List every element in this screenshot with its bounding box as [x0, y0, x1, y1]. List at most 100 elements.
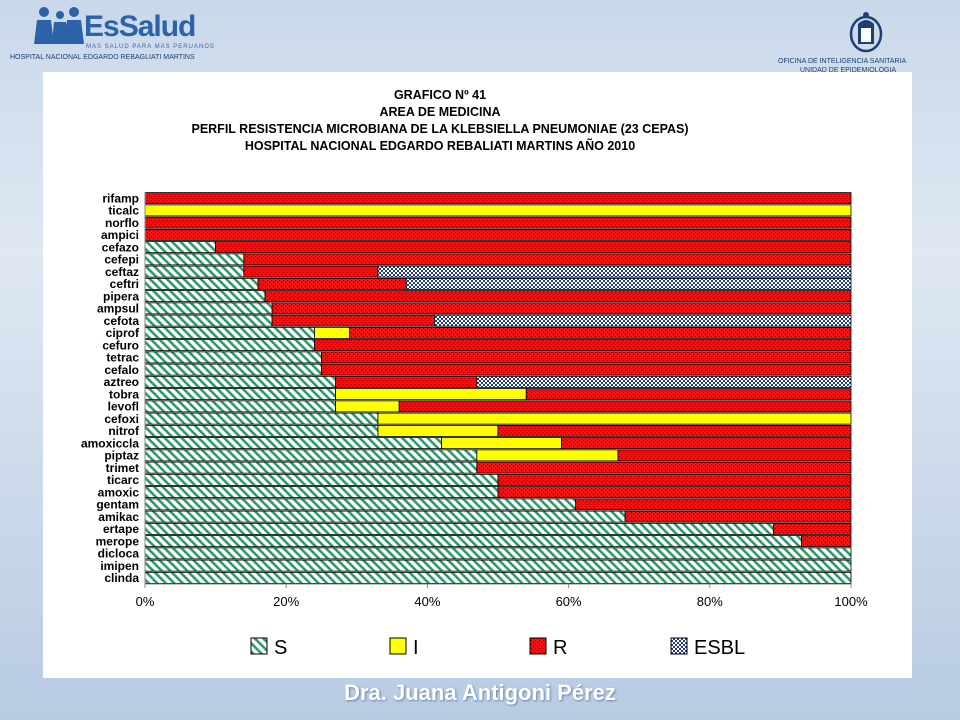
- bar-r-amoxic: [497, 486, 852, 499]
- bar-r-amoxiccla: [561, 437, 852, 450]
- y-tick-label: dicloca: [98, 547, 140, 561]
- bar-r-cefalo: [321, 363, 852, 376]
- chart-legend: S I R ESBL: [250, 637, 745, 659]
- office-sublabel: UNIDAD DE EPIDEMIOLOGIA: [800, 67, 897, 73]
- bar-s-amoxiccla: [144, 437, 442, 450]
- y-tick-label: cefalo: [104, 363, 139, 377]
- bar-r-tetrac: [321, 351, 852, 364]
- x-tick-label: 20%: [273, 594, 299, 609]
- bar-s-aztreo: [144, 375, 337, 388]
- y-tick-label: cefepi: [104, 253, 139, 267]
- y-tick-label: amoxiccla: [81, 436, 139, 450]
- bar-i-piptaz: [476, 449, 619, 462]
- y-tick-label: imipen: [100, 559, 139, 573]
- bar-s-piptaz: [144, 449, 478, 462]
- bar-r-cefepi: [243, 253, 852, 266]
- y-tick-label: nitrof: [108, 424, 140, 438]
- legend-swatch-r: [529, 637, 547, 655]
- bar-r-gentam: [575, 498, 852, 511]
- legend-swatch-i: [389, 637, 407, 655]
- y-tick-label: ticalc: [108, 204, 139, 218]
- bar-esbl-ceftaz: [377, 265, 852, 278]
- bar-r-rifamp: [144, 192, 852, 205]
- bar-s-amoxic: [144, 486, 499, 499]
- brand-tagline: MAS SALUD PARA MAS PERUANOS: [86, 44, 215, 50]
- office-label: OFICINA DE INTELIGENCIA SANITARIA: [778, 58, 907, 65]
- bar-r-cefota: [271, 314, 435, 327]
- legend-swatch-esbl: [670, 637, 688, 655]
- y-tick-label: ceftaz: [105, 265, 139, 279]
- chart-title-line: AREA DE MEDICINA: [379, 105, 500, 119]
- chart-bars: [144, 192, 852, 584]
- y-tick-label: aztreo: [104, 375, 139, 389]
- chart-panel: GRAFICO Nº 41 AREA DE MEDICINA PERFIL RESI…: [43, 72, 912, 678]
- y-tick-label: norflo: [105, 216, 139, 230]
- y-tick-label: piptaz: [104, 449, 139, 463]
- bar-s-nitrof: [144, 424, 379, 437]
- chart-title-line: GRAFICO Nº 41: [394, 88, 486, 102]
- y-tick-label: tetrac: [106, 351, 139, 365]
- legend-label-s: S: [274, 637, 287, 659]
- bar-i-nitrof: [377, 424, 499, 437]
- bar-s-cefuro: [144, 339, 315, 352]
- y-tick-label: ertape: [103, 522, 139, 536]
- author-caption: Dra. Juana Antigoni Pérez: [344, 680, 616, 705]
- bar-i-ticalc: [144, 204, 852, 217]
- bar-i-ciprof: [314, 326, 351, 339]
- bar-i-tobra: [335, 388, 527, 401]
- chart-title-line: PERFIL RESISTENCIA MICROBIANA DE LA KLEB…: [191, 122, 688, 136]
- family-logo-icon: [34, 7, 84, 44]
- bar-s-levofl: [144, 400, 337, 413]
- bar-r-ertape: [772, 522, 852, 535]
- y-tick-label: ciprof: [106, 326, 140, 340]
- bar-s-ceftaz: [144, 265, 245, 278]
- bar-r-piptaz: [617, 449, 852, 462]
- bar-r-ceftri: [257, 277, 407, 290]
- bar-r-ampsul: [271, 302, 852, 315]
- bar-esbl-ceftri: [405, 277, 852, 290]
- bar-s-tobra: [144, 388, 337, 401]
- y-axis: rifampticalcnorfloampicicefazocefepiceft…: [81, 191, 146, 585]
- y-tick-label: gentam: [96, 498, 139, 512]
- legend-swatch-s: [250, 637, 268, 655]
- bar-r-levofl: [398, 400, 852, 413]
- y-tick-label: tobra: [109, 387, 139, 401]
- y-tick-label: ampsul: [97, 302, 139, 316]
- bar-r-ceftaz: [243, 265, 379, 278]
- bar-r-cefazo: [215, 241, 852, 254]
- y-tick-label: merope: [96, 534, 140, 548]
- bar-i-amoxiccla: [441, 437, 562, 450]
- y-tick-label: clinda: [104, 571, 139, 585]
- bar-s-trimet: [144, 461, 478, 474]
- y-tick-label: ticarc: [107, 473, 139, 487]
- bar-r-nitrof: [497, 424, 852, 437]
- legend-label-i: I: [413, 637, 419, 659]
- x-tick-label: 40%: [414, 594, 440, 609]
- bar-r-norflo: [144, 216, 852, 229]
- y-tick-label: cefazo: [102, 240, 139, 254]
- hospital-label: HOSPITAL NACIONAL EDGARDO REBAGLIATI MAR…: [10, 54, 195, 61]
- bar-s-cefazo: [144, 241, 216, 254]
- bar-s-gentam: [144, 498, 577, 511]
- x-tick-label: 80%: [697, 594, 723, 609]
- bar-r-cefuro: [314, 339, 852, 352]
- bar-i-cefoxi: [377, 412, 852, 425]
- y-tick-label: cefuro: [102, 338, 139, 352]
- epidemiology-seal-icon: [849, 12, 883, 53]
- bar-s-ciprof: [144, 326, 315, 339]
- y-tick-label: amikac: [98, 510, 139, 524]
- x-tick-label: 60%: [556, 594, 582, 609]
- bar-r-trimet: [476, 461, 852, 474]
- bar-s-cefoxi: [144, 412, 379, 425]
- bar-s-imipen: [144, 559, 852, 572]
- bar-r-merope: [801, 535, 852, 548]
- y-tick-label: cefoxi: [104, 412, 139, 426]
- bar-r-ampici: [144, 228, 852, 241]
- x-tick-label: 100%: [834, 594, 868, 609]
- bar-s-amikac: [144, 510, 626, 523]
- bar-s-ticarc: [144, 473, 499, 486]
- bar-r-amikac: [624, 510, 852, 523]
- bar-s-cefota: [144, 314, 273, 327]
- bar-s-pipera: [144, 290, 266, 303]
- bar-r-tobra: [525, 388, 852, 401]
